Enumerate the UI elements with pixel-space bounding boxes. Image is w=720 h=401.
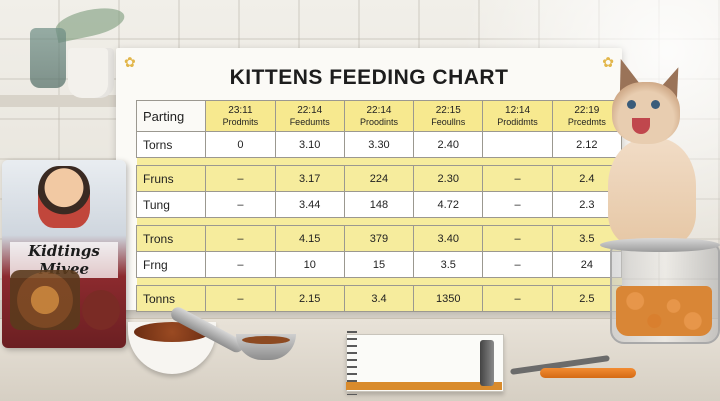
table-cell: – (482, 191, 553, 218)
table-cell: – (482, 225, 553, 252)
kitten-head (612, 82, 680, 144)
table-cell: 3.40 (413, 225, 484, 252)
table-cell: 15 (343, 251, 415, 278)
measuring-scoop (168, 300, 298, 362)
table-cell: 2.12 (551, 131, 623, 158)
row-label: Torns (135, 131, 207, 158)
jar-kibble (616, 286, 712, 336)
table-cell: 0 (205, 131, 276, 158)
jar-rim (600, 238, 720, 252)
header-cell: 22:14 Proodints (343, 100, 415, 132)
table-cell: 1350 (413, 285, 484, 312)
row-spacer (136, 157, 622, 166)
scoop-handle (168, 304, 246, 355)
bag-child-photo (38, 166, 90, 228)
header-subtitle: Feoullns (431, 116, 466, 127)
chart-title: KITTENS FEEDING CHART (229, 66, 509, 89)
row-label: Fruns (135, 165, 207, 192)
kitten-mouth (632, 118, 650, 134)
bag-meat-photo (82, 290, 120, 330)
table-cell: 3.44 (274, 191, 345, 218)
table-cell: 3.17 (274, 165, 345, 192)
kitten-eye-left (627, 100, 636, 109)
table-cell: 4.72 (413, 191, 484, 218)
table-cell: 224 (343, 165, 415, 192)
kitten-eye-right (651, 100, 660, 109)
table-cell: 4.15 (274, 225, 345, 252)
header-cell: 12:14 Prodidmts (482, 100, 553, 132)
bag-brand: Kidtings Mivee (10, 242, 118, 278)
header-subtitle: Feedumts (289, 116, 330, 127)
header-year: 22:14 (366, 104, 392, 116)
table-row: Torns 0 3.10 3.30 2.40 2.12 (135, 131, 623, 158)
header-cell: 23:11 Prodmits (205, 100, 276, 132)
plant-pot (30, 28, 66, 88)
row-label: Frng (135, 251, 207, 278)
table-cell: 3.10 (274, 131, 345, 158)
kitten-body (608, 138, 696, 246)
header-cell: 22:15 Feoullns (413, 100, 484, 132)
table-cell: – (482, 165, 553, 192)
table-cell: 3.5 (413, 251, 484, 278)
header-year: 12:14 (505, 104, 531, 116)
table-cell: 2.15 (274, 285, 345, 312)
table-cell: 2.30 (413, 165, 484, 192)
table-cell: 2.40 (413, 131, 484, 158)
table-cell: – (205, 191, 276, 218)
row-spacer-cell (136, 217, 622, 226)
table-cell: 379 (343, 225, 415, 252)
row-label: Tung (135, 191, 207, 218)
header-subtitle: Prodidmts (497, 116, 538, 127)
table-header-row: Parting 23:11 Prodmits 22:14 Feedumts 22:14 Pr… (135, 100, 623, 132)
feeding-chart-board: ✿ ✿ KITTENS FEEDING CHART Parting 23:11 Pr… (116, 48, 623, 312)
header-subtitle: Proodints (359, 116, 398, 127)
row-spacer (136, 277, 622, 286)
orange-marker (540, 368, 636, 378)
table-cell: – (482, 251, 553, 278)
food-bag: Kidtings Mivee (2, 160, 126, 348)
paw-print-icon: ✿ (602, 54, 614, 70)
table-cell: 148 (343, 191, 415, 218)
header-year: 22:15 (435, 104, 461, 116)
table-cell: 10 (274, 251, 345, 278)
header-year: 22:19 (574, 104, 600, 116)
header-cell: 22:19 Prcedmts (551, 100, 623, 132)
row-spacer-cell (136, 277, 622, 286)
table-cell: – (482, 285, 553, 312)
bag-kibble-photo (10, 270, 80, 330)
table-cell: 3.30 (343, 131, 415, 158)
notebook-cover (346, 382, 502, 390)
row-label: Trons (135, 225, 207, 252)
table-cell: – (205, 251, 276, 278)
table-row: Frng –10 15 3.5–24 (135, 251, 623, 278)
pencil (480, 340, 494, 386)
scoop-food (242, 336, 290, 344)
feeding-table: Parting 23:11 Prodmits 22:14 Feedumts 22:14 Pr… (135, 100, 623, 312)
table-cell: 3.4 (343, 285, 415, 312)
table-cell: – (205, 225, 276, 252)
table-row: Trons –4.15 379 3.40–3.5 (135, 225, 623, 252)
table-row: Fruns –3.17 224 2.30–2.4 (135, 165, 623, 192)
mug (68, 48, 114, 98)
notebook-rings (347, 331, 357, 395)
table-row: Tung –3.44 148 4.72–2.3 (135, 191, 623, 218)
table-cell (482, 131, 553, 158)
header-cell-corner: Parting (135, 100, 207, 132)
header-subtitle: Prodmits (222, 116, 259, 127)
row-label: Tonns (135, 285, 207, 312)
header-year: 23:11 (228, 104, 253, 116)
header-cell: 22:14 Feedumts (274, 100, 345, 132)
table-cell: – (205, 285, 276, 312)
paw-print-icon: ✿ (124, 54, 136, 70)
header-year: 22:14 (297, 104, 323, 116)
table-cell: – (205, 165, 276, 192)
header-subtitle: Prcedmts (567, 116, 606, 127)
back-shelf (0, 95, 120, 107)
row-spacer-cell (136, 157, 622, 166)
table-row: Tonns –2.15 3.4 1350–2.5 (135, 285, 623, 312)
row-spacer (136, 217, 622, 226)
